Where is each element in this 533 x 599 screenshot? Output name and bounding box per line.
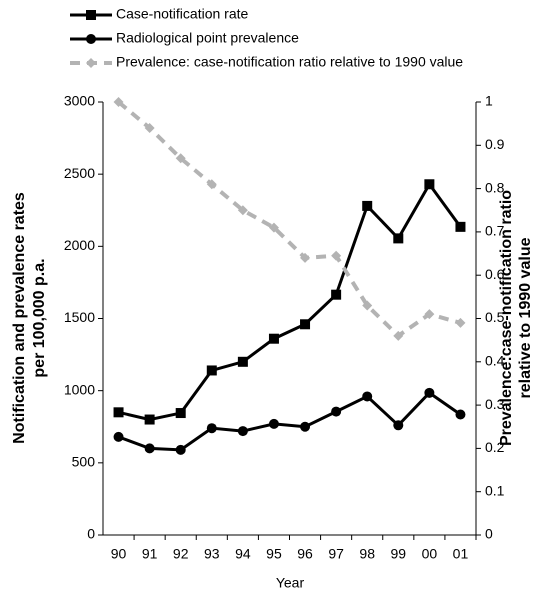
y2-tick-label: 0.4: [485, 353, 505, 369]
x-tick-label: 99: [391, 546, 407, 562]
series-line: [118, 390, 462, 452]
x-tick-label: 01: [453, 546, 469, 562]
legend-marker: [86, 34, 96, 44]
data-point: [300, 319, 311, 330]
y2-tick-label: 1: [485, 93, 493, 109]
data-point: [144, 122, 155, 133]
data-point: [144, 443, 155, 454]
data-point: [113, 407, 124, 418]
data-point: [393, 233, 404, 244]
data-point: [455, 221, 466, 232]
data-point: [206, 179, 217, 190]
y2-tick-label: 0: [485, 526, 493, 542]
y2-tick-label: 0.5: [485, 309, 505, 325]
data-point: [331, 289, 342, 300]
series-line: [118, 181, 462, 422]
data-point: [237, 426, 248, 437]
data-point: [113, 431, 124, 442]
legend-label: Case-notification rate: [116, 6, 249, 22]
x-tick-label: 93: [204, 546, 220, 562]
x-tick-label: 96: [297, 546, 313, 562]
x-tick-label: 98: [359, 546, 375, 562]
data-point: [237, 356, 248, 367]
data-point: [362, 300, 373, 311]
y2-tick-label: 0.2: [485, 439, 505, 455]
x-tick-label: 91: [142, 546, 158, 562]
y-tick-label: 1500: [64, 309, 95, 325]
x-tick-label: 92: [173, 546, 189, 562]
data-point: [113, 97, 124, 107]
x-tick-label: 97: [328, 546, 344, 562]
data-point: [144, 414, 155, 425]
data-point: [300, 252, 311, 263]
data-point: [393, 330, 404, 341]
x-tick-label: 00: [422, 546, 438, 562]
data-point: [362, 391, 373, 402]
data-point: [393, 420, 404, 431]
data-point: [175, 444, 186, 455]
data-point: [300, 421, 311, 432]
y-tick-label: 0: [87, 526, 95, 542]
y-axis-title: per 100,000 p.a.: [31, 258, 48, 377]
data-point: [331, 250, 342, 261]
y2-tick-label: 0.6: [485, 266, 505, 282]
data-point: [206, 365, 217, 376]
data-point: [455, 409, 466, 420]
data-point: [268, 333, 279, 344]
x-tick-label: 94: [235, 546, 251, 562]
y2-tick-label: 0.1: [485, 482, 505, 498]
data-point: [424, 387, 435, 398]
y-tick-label: 2500: [64, 165, 95, 181]
y2-axis-title: relative to 1990 value: [517, 237, 533, 398]
data-point: [268, 418, 279, 429]
data-point: [175, 153, 186, 164]
legend-label: Prevalence: case-notification ratio rela…: [116, 54, 463, 70]
y2-tick-label: 0.3: [485, 396, 505, 412]
data-point: [237, 205, 248, 216]
data-point: [175, 408, 186, 419]
legend-label: Radiological point prevalence: [116, 30, 299, 46]
y2-tick-label: 0.9: [485, 136, 505, 152]
data-point: [268, 222, 279, 233]
data-point: [331, 406, 342, 417]
legend-marker: [86, 10, 96, 20]
data-point: [424, 179, 435, 190]
x-axis-title: Year: [276, 575, 305, 591]
y2-tick-label: 0.7: [485, 223, 505, 239]
y-tick-label: 3000: [64, 93, 95, 109]
x-tick-label: 95: [266, 546, 282, 562]
data-point: [362, 200, 373, 211]
y2-axis-title: Prevalence:case-notification ratio: [498, 190, 515, 446]
data-point: [424, 309, 435, 320]
y-tick-label: 2000: [64, 237, 95, 253]
y2-tick-label: 0.8: [485, 179, 505, 195]
y-axis-title: Notification and prevalence rates: [11, 192, 28, 444]
series-line: [117, 100, 461, 339]
data-point: [455, 317, 466, 328]
data-point: [206, 423, 217, 434]
legend-marker: [86, 58, 96, 68]
y-tick-label: 1000: [64, 381, 95, 397]
x-tick-label: 90: [111, 546, 127, 562]
y-tick-label: 500: [72, 454, 96, 470]
